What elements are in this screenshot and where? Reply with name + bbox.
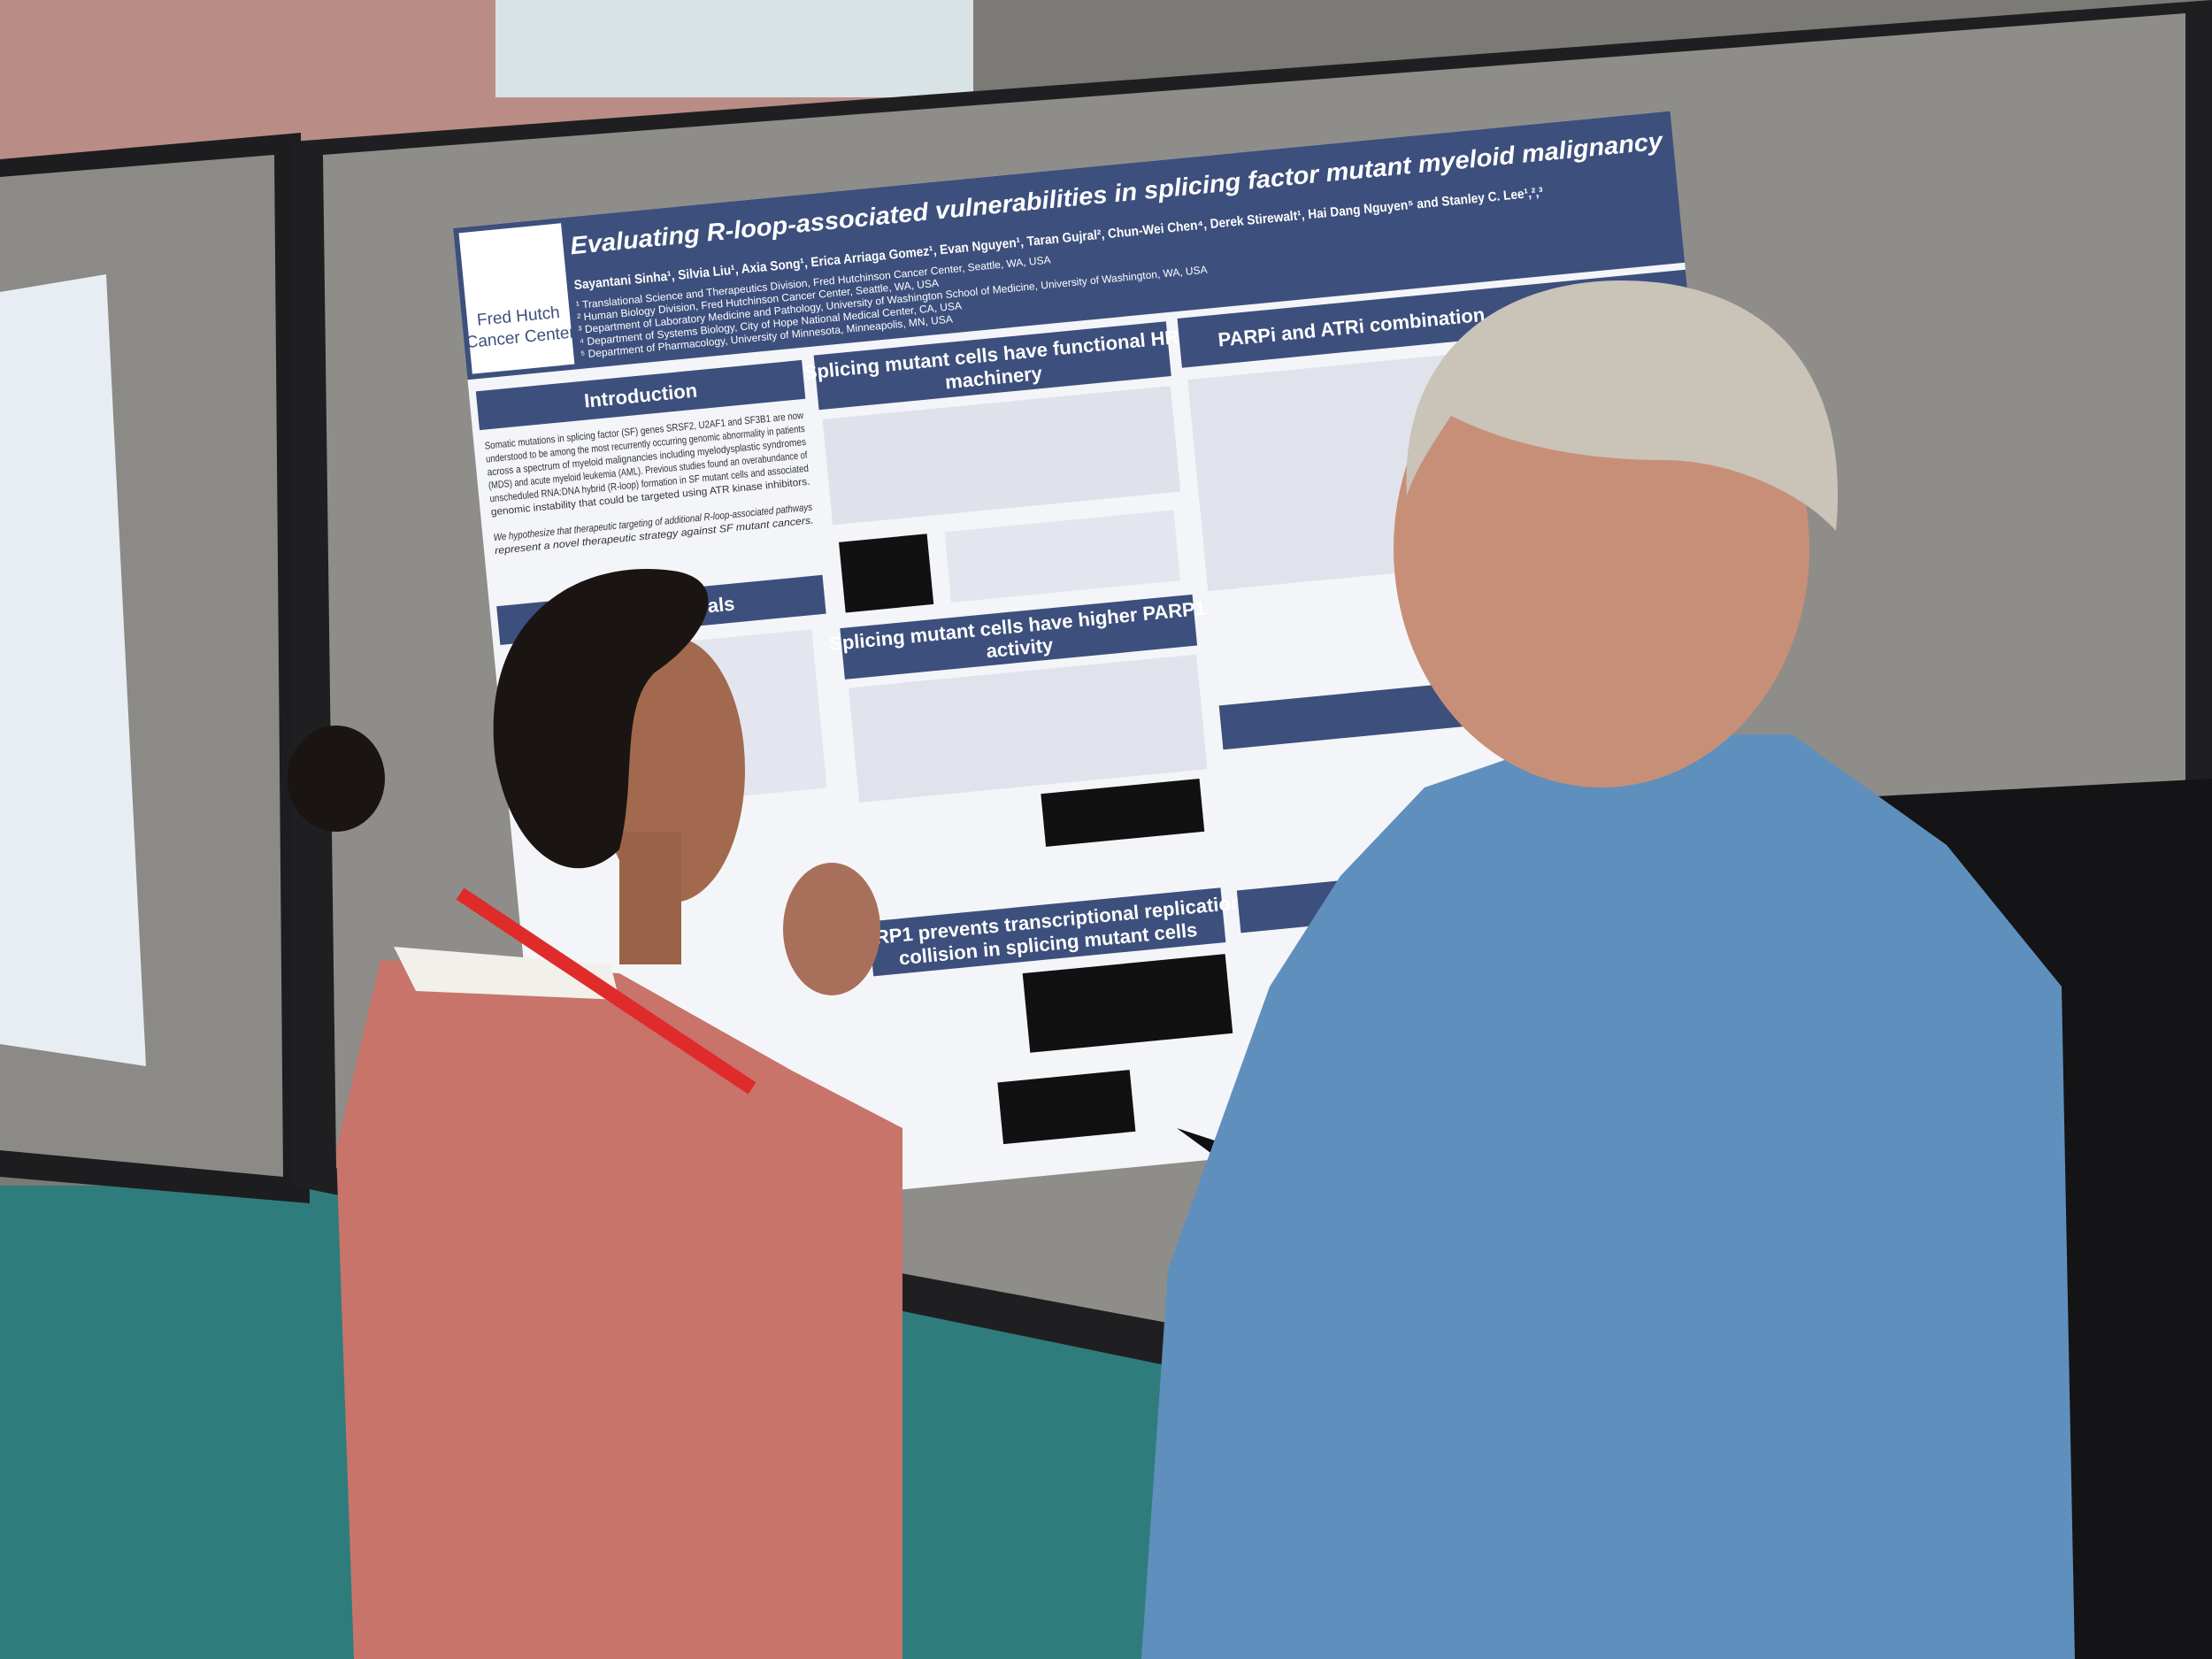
woman-neck [619,832,681,964]
man-shirt [1141,734,2075,1659]
section-header [868,887,1226,977]
woman-hair [493,569,709,869]
lanyard [456,887,757,1094]
hair-bun [288,726,385,832]
woman-jacket [336,960,902,1659]
section-header [813,321,1171,411]
man-hair [1406,280,1838,531]
figure [944,510,1180,603]
left-poster [0,274,146,1066]
section-header [475,359,806,431]
section-header [840,594,1198,680]
logo-box [458,223,575,374]
window [495,0,973,97]
micrograph [1041,779,1205,847]
woman-hand [783,863,880,995]
micrograph [997,1070,1136,1145]
micrograph [839,534,934,613]
header-band [453,111,1686,380]
figure [822,386,1181,526]
woman-collar [394,947,619,1000]
micrograph [1022,954,1233,1053]
figure [848,654,1208,803]
